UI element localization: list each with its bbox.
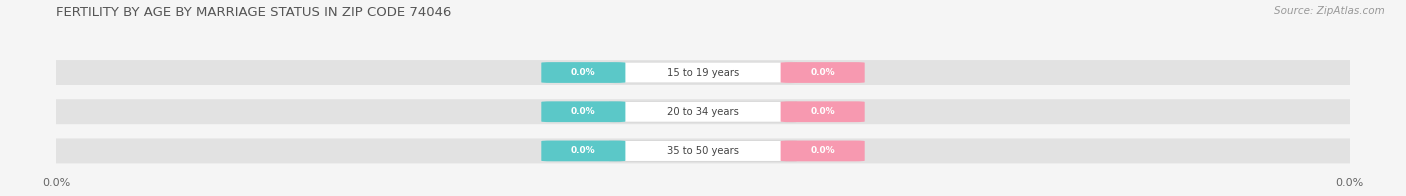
Text: 0.0%: 0.0% [810,107,835,116]
FancyBboxPatch shape [780,141,865,161]
FancyBboxPatch shape [541,101,626,122]
Text: 0.0%: 0.0% [571,68,596,77]
Text: 35 to 50 years: 35 to 50 years [666,146,740,156]
FancyBboxPatch shape [780,101,865,122]
Text: 15 to 19 years: 15 to 19 years [666,67,740,78]
Text: FERTILITY BY AGE BY MARRIAGE STATUS IN ZIP CODE 74046: FERTILITY BY AGE BY MARRIAGE STATUS IN Z… [56,6,451,19]
FancyBboxPatch shape [45,60,1361,85]
FancyBboxPatch shape [541,62,626,83]
FancyBboxPatch shape [45,138,1361,163]
FancyBboxPatch shape [609,62,797,83]
FancyBboxPatch shape [45,99,1361,124]
Text: 20 to 34 years: 20 to 34 years [666,107,740,117]
Text: Source: ZipAtlas.com: Source: ZipAtlas.com [1274,6,1385,16]
FancyBboxPatch shape [609,101,797,122]
FancyBboxPatch shape [541,141,626,161]
Text: 0.0%: 0.0% [571,146,596,155]
FancyBboxPatch shape [780,62,865,83]
Text: 0.0%: 0.0% [810,68,835,77]
Text: 0.0%: 0.0% [810,146,835,155]
Text: 0.0%: 0.0% [571,107,596,116]
FancyBboxPatch shape [609,141,797,161]
